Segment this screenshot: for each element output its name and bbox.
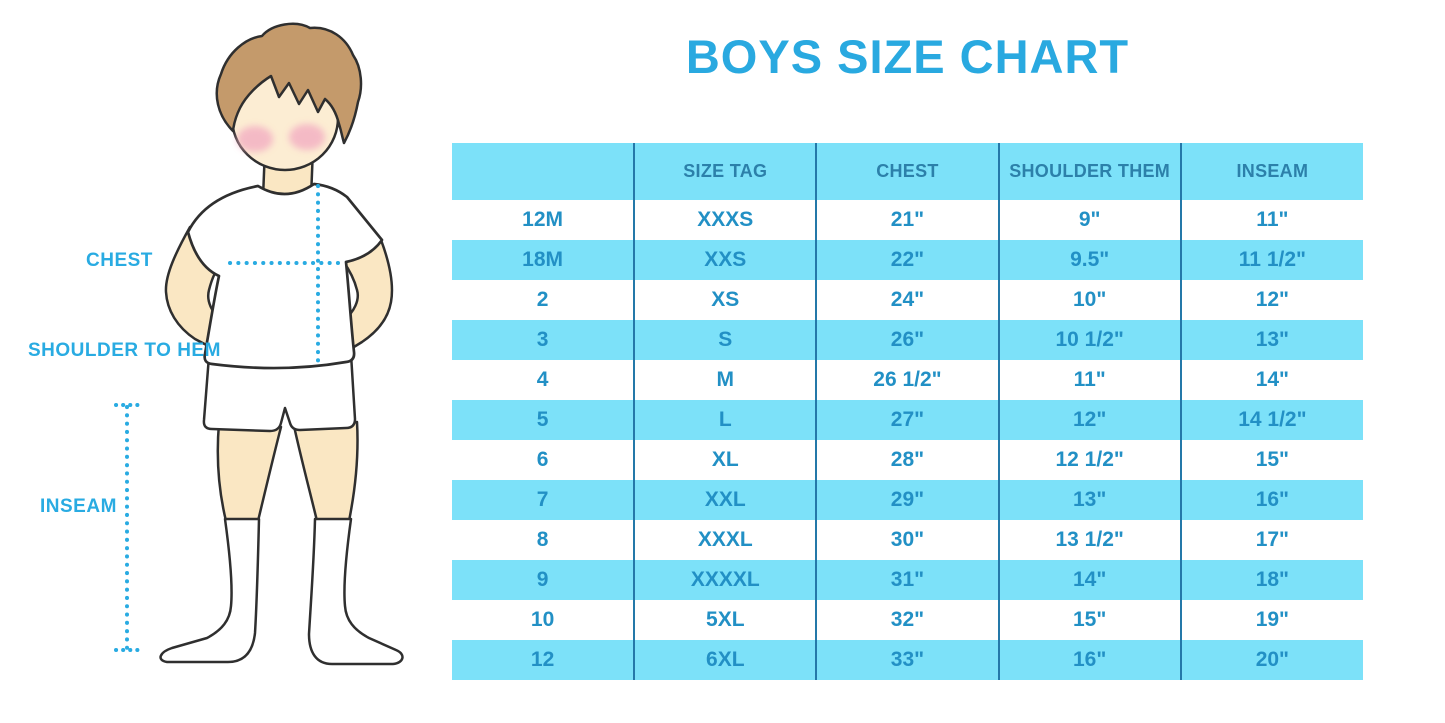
table-cell: L — [633, 400, 817, 440]
table-cell: 9" — [997, 200, 1181, 240]
table-cell: 28" — [815, 440, 999, 480]
table-cell: 27" — [815, 400, 999, 440]
table-cell: 14" — [997, 560, 1181, 600]
col-header-shoulder-them: SHOULDER THEM — [997, 143, 1181, 200]
table-cell: XXXS — [633, 200, 817, 240]
table-cell: 29" — [815, 480, 999, 520]
table-cell: 18" — [1179, 560, 1363, 600]
table-cell: 33" — [815, 640, 999, 680]
table-cell: 11 1/2" — [1179, 240, 1363, 280]
measurement-lines — [114, 184, 345, 652]
table-cell: 16" — [1179, 480, 1363, 520]
page-title: BOYS SIZE CHART — [685, 30, 1130, 83]
table-row: 9 XXXXL 31" 14" 18" — [452, 560, 1363, 600]
table-cell: 6XL — [633, 640, 817, 680]
table-cell: 10" — [997, 280, 1181, 320]
table-cell: 17" — [1179, 520, 1363, 560]
table-row: 4 M 26 1/2" 11" 14" — [452, 360, 1363, 400]
table-row: 2 XS 24" 10" 12" — [452, 280, 1363, 320]
table-cell: 22" — [815, 240, 999, 280]
boy-illustration — [114, 22, 404, 666]
table-cell: 14 1/2" — [1179, 400, 1363, 440]
table-cell: 20" — [1179, 640, 1363, 680]
col-header-size-tag: SIZE TAG — [633, 143, 817, 200]
hair — [215, 22, 363, 145]
table-body: 12M XXXS 21" 9" 11" 18M XXS 22" 9.5" 11 1/2" 2 XS 24… — [452, 200, 1363, 680]
right-leg — [292, 420, 359, 523]
table-cell: 2 — [536, 288, 549, 311]
col-header-inseam: INSEAM — [1179, 143, 1363, 200]
table-cell: M — [633, 360, 817, 400]
table-row: 10 5XL 32" 15" 19" — [452, 600, 1363, 640]
table-cell: 19" — [1179, 600, 1363, 640]
table-cell: 11" — [1179, 200, 1363, 240]
table-row: 12 6XL 33" 16" 20" — [452, 640, 1363, 680]
table-cell: XS — [633, 280, 817, 320]
table-cell: 12M — [522, 208, 564, 231]
table-cell: 13" — [997, 480, 1181, 520]
table-cell: 12 — [452, 640, 635, 680]
table-cell: 10 — [530, 608, 555, 631]
shoulder-to-hem-measure-label: SHOULDER TO HEM — [28, 340, 221, 361]
table-row: 18M XXS 22" 9.5" 11 1/2" — [452, 240, 1363, 280]
right-cheek-blush — [289, 124, 325, 150]
col-header-age — [452, 143, 635, 200]
table-header-row: SIZE TAG CHEST SHOULDER THEM INSEAM — [452, 143, 1363, 200]
table-cell: XXXL — [633, 520, 817, 560]
table-cell: 11" — [997, 360, 1181, 400]
table-cell: 6 — [536, 448, 549, 471]
left-cheek-blush — [237, 126, 273, 152]
table-cell: 4 — [536, 368, 549, 391]
table-cell: 15" — [1179, 440, 1363, 480]
left-leg — [216, 421, 283, 523]
table-cell: XXXXL — [633, 560, 817, 600]
size-chart-table: SIZE TAG CHEST SHOULDER THEM INSEAM 12M X… — [452, 143, 1363, 680]
table-cell: 13" — [1179, 320, 1363, 360]
table-row: 8 XXXL 30" 13 1/2" 17" — [452, 520, 1363, 560]
table-cell: 9.5" — [997, 240, 1181, 280]
t-shirt — [186, 182, 384, 370]
table-cell: 24" — [815, 280, 999, 320]
table-cell: 18M — [452, 240, 635, 280]
table-cell: 5XL — [633, 600, 817, 640]
table-cell: 8 — [536, 528, 549, 551]
left-sock — [159, 517, 261, 664]
table-cell: 3 — [452, 320, 635, 360]
table-cell: 16" — [997, 640, 1181, 680]
inseam-measure-label: INSEAM — [40, 496, 117, 517]
table-cell: 15" — [997, 600, 1181, 640]
table-row: 3 S 26" 10 1/2" 13" — [452, 320, 1363, 360]
table-row: 7 XXL 29" 13" 16" — [452, 480, 1363, 520]
table-cell: 26" — [815, 320, 999, 360]
table-cell: 10 1/2" — [997, 320, 1181, 360]
table-row: 6 XL 28" 12 1/2" 15" — [452, 440, 1363, 480]
shorts — [202, 352, 357, 433]
table-cell: 14" — [1179, 360, 1363, 400]
chest-measure-label: CHEST — [86, 250, 153, 271]
table-cell: 5 — [452, 400, 635, 440]
table-cell: 9 — [452, 560, 635, 600]
table-cell: XXL — [633, 480, 817, 520]
table-cell: XXS — [633, 240, 817, 280]
table-cell: 32" — [815, 600, 999, 640]
table-cell: 21" — [815, 200, 999, 240]
col-header-chest: CHEST — [815, 143, 999, 200]
table-row: 12M XXXS 21" 9" 11" — [452, 200, 1363, 240]
table-cell: 12" — [997, 400, 1181, 440]
table-cell: 30" — [815, 520, 999, 560]
table-cell: 12" — [1179, 280, 1363, 320]
table-cell: 7 — [452, 480, 635, 520]
table-cell: 12 1/2" — [997, 440, 1181, 480]
table-cell: 13 1/2" — [997, 520, 1181, 560]
table-cell: XL — [633, 440, 817, 480]
right-sock — [307, 517, 404, 666]
table-cell: 26 1/2" — [815, 360, 999, 400]
table-cell: S — [633, 320, 817, 360]
table-row: 5 L 27" 12" 14 1/2" — [452, 400, 1363, 440]
table-cell: 31" — [815, 560, 999, 600]
